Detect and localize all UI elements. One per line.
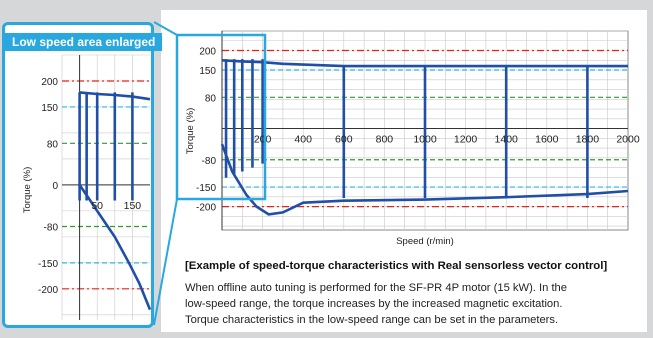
- x-tick-label: 1600: [535, 134, 559, 146]
- series-line: [220, 143, 629, 216]
- inset-y-tick-label: 150: [41, 103, 58, 114]
- inset-title: Low speed area enlarged: [5, 33, 163, 51]
- x-axis-label: Speed (r/min): [396, 236, 454, 247]
- x-tick-label: 1000: [413, 134, 437, 146]
- inset-y-tick-label: -150: [38, 259, 58, 270]
- inset-series-line: [78, 184, 152, 311]
- inset-y-tick-label: 0: [52, 181, 58, 192]
- y-axis-label: Torque (%): [185, 108, 196, 154]
- y-tick-label: 150: [199, 66, 216, 77]
- x-tick-label: 200: [254, 134, 272, 146]
- x-tick-label: 1400: [495, 134, 519, 146]
- series-line: [221, 59, 628, 68]
- y-tick-label: -80: [202, 156, 217, 167]
- x-tick-label: 1800: [576, 134, 600, 146]
- inset-x-tick-label: 50: [91, 200, 103, 212]
- y-tick-label: -200: [196, 203, 216, 214]
- low-speed-highlight: [175, 33, 267, 201]
- caption-title: [Example of speed-torque characteristics…: [185, 260, 608, 272]
- y-tick-label: -150: [196, 183, 216, 194]
- x-tick-label: 1200: [454, 134, 478, 146]
- inset-y-tick-label: 80: [47, 139, 59, 150]
- inset-x-tick-label: 150: [124, 200, 142, 212]
- inset-series-line: [79, 91, 151, 101]
- inset-y-tick-label: -80: [44, 222, 59, 233]
- inset-y-tick-label: 200: [41, 77, 58, 88]
- inset-chart-panel: [2, 22, 154, 328]
- caption-line: Torque characteristics in the low-speed …: [185, 314, 559, 326]
- y-tick-label: 200: [199, 47, 216, 58]
- x-tick-label: 2000: [616, 134, 640, 146]
- x-tick-label: 600: [335, 134, 353, 146]
- x-tick-label: 400: [294, 134, 312, 146]
- connector-line: [153, 198, 178, 326]
- x-tick-label: 800: [376, 134, 394, 146]
- caption-body: When offline auto tuning is performed fo…: [185, 280, 645, 328]
- caption-line: When offline auto tuning is performed fo…: [185, 282, 568, 294]
- inset-y-axis-label: Torque (%): [22, 167, 33, 213]
- inset-y-tick-label: -200: [38, 285, 58, 296]
- connector-line: [153, 21, 178, 36]
- y-tick-label: 80: [205, 93, 217, 104]
- caption-line: low-speed range, the torque increases by…: [185, 298, 563, 310]
